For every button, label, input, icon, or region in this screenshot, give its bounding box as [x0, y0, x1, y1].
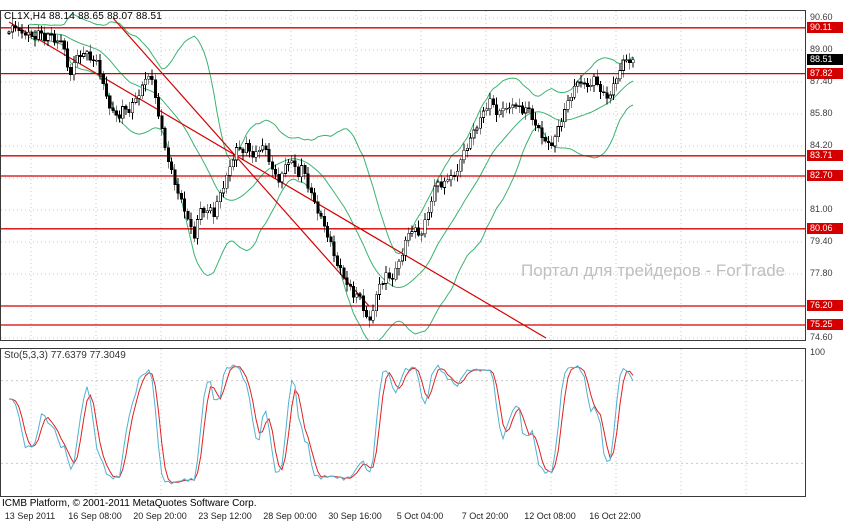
- main-chart-canvas[interactable]: [1, 11, 805, 340]
- price-axis-label: 85.80: [810, 108, 833, 118]
- bollinger-middle-line: [28, 30, 634, 289]
- stochastic-main-line: [8, 364, 634, 485]
- copyright-label: ICMB Platform, © 2001-2011 MetaQuotes So…: [2, 498, 257, 509]
- price-badge: 80.06: [807, 223, 843, 234]
- candles-layer: [7, 18, 635, 328]
- watermark-text: Портал для трейдеров - ForTrade: [521, 261, 786, 280]
- price-axis-label: 77.80: [810, 268, 833, 278]
- price-badge: 88.51: [807, 54, 843, 65]
- stochastic-indicator-label: Sto(5,3,3) 77.6379 77.3049: [4, 350, 126, 361]
- time-axis-label: 16 Sep 08:00: [68, 511, 122, 521]
- time-axis-label: 13 Sep 2011: [4, 511, 56, 521]
- stochastic-signal-line: [8, 366, 634, 483]
- time-axis-label: 20 Sep 20:00: [133, 511, 187, 521]
- time-axis-label: 28 Sep 00:00: [263, 511, 317, 521]
- price-axis-label: 84.20: [810, 140, 833, 150]
- symbol-quote-label: CL1X,H4 88.14 88.65 88.07 88.51: [4, 11, 162, 22]
- price-axis-label: 89.00: [810, 44, 833, 54]
- price-axis-label: 81.00: [810, 204, 833, 214]
- price-axis-label: 74.60: [810, 332, 833, 342]
- main-chart-panel[interactable]: [0, 10, 806, 341]
- time-axis-label: 7 Oct 20:00: [461, 511, 509, 521]
- price-axis[interactable]: 90.60 90.11 89.00 88.51 87.82 87.40 85.80 84.20…: [807, 0, 845, 528]
- stochastic-panel[interactable]: [0, 348, 806, 497]
- sto-grid: [1, 349, 805, 496]
- price-badge: 87.82: [807, 68, 843, 79]
- time-axis-label: 30 Sep 16:00: [328, 511, 382, 521]
- price-badge: 90.11: [807, 22, 843, 33]
- time-axis[interactable]: 13 Sep 2011 16 Sep 08:00 20 Sep 20:00 23 Se…: [0, 511, 806, 525]
- stochastic-max-label: 100: [810, 347, 826, 357]
- price-badge: 83.71: [807, 150, 843, 161]
- time-axis-label: 23 Sep 12:00: [198, 511, 252, 521]
- price-badge: 76.20: [807, 300, 843, 311]
- time-axis-label: 5 Oct 04:00: [396, 511, 444, 521]
- price-badge: 75.25: [807, 319, 843, 330]
- price-axis-label: 87.40: [810, 76, 833, 86]
- price-axis-label: 90.60: [810, 12, 833, 22]
- price-axis-label: 79.40: [810, 236, 833, 246]
- time-axis-label: 12 Oct 08:00: [524, 511, 576, 521]
- time-axis-label: 16 Oct 22:00: [589, 511, 641, 521]
- bollinger-lower-line: [28, 36, 634, 340]
- bollinger-upper-line: [28, 14, 634, 255]
- stochastic-canvas[interactable]: [1, 349, 805, 496]
- price-badge: 82.70: [807, 170, 843, 181]
- trendline[interactable]: [112, 17, 370, 307]
